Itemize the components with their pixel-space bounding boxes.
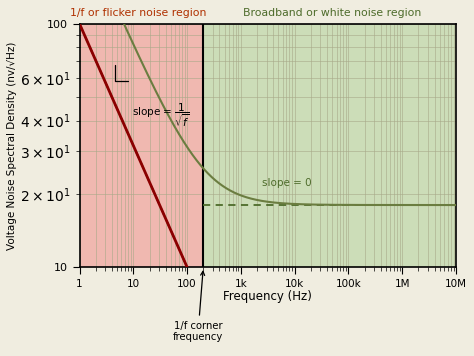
Text: 1/f corner
frequency: 1/f corner frequency — [173, 271, 223, 342]
Text: Broadband or white noise region: Broadband or white noise region — [243, 8, 421, 18]
Bar — [80, 24, 203, 267]
Y-axis label: Voltage Noise Spectral Density (nv/√Hz): Voltage Noise Spectral Density (nv/√Hz) — [7, 41, 17, 250]
Text: slope = $\dfrac{1}{\sqrt{f}}$: slope = $\dfrac{1}{\sqrt{f}}$ — [132, 101, 190, 129]
Text: 1/f or flicker noise region: 1/f or flicker noise region — [70, 8, 206, 18]
Bar — [203, 24, 456, 267]
Text: slope = 0: slope = 0 — [262, 178, 312, 188]
X-axis label: Frequency (Hz): Frequency (Hz) — [223, 290, 312, 303]
